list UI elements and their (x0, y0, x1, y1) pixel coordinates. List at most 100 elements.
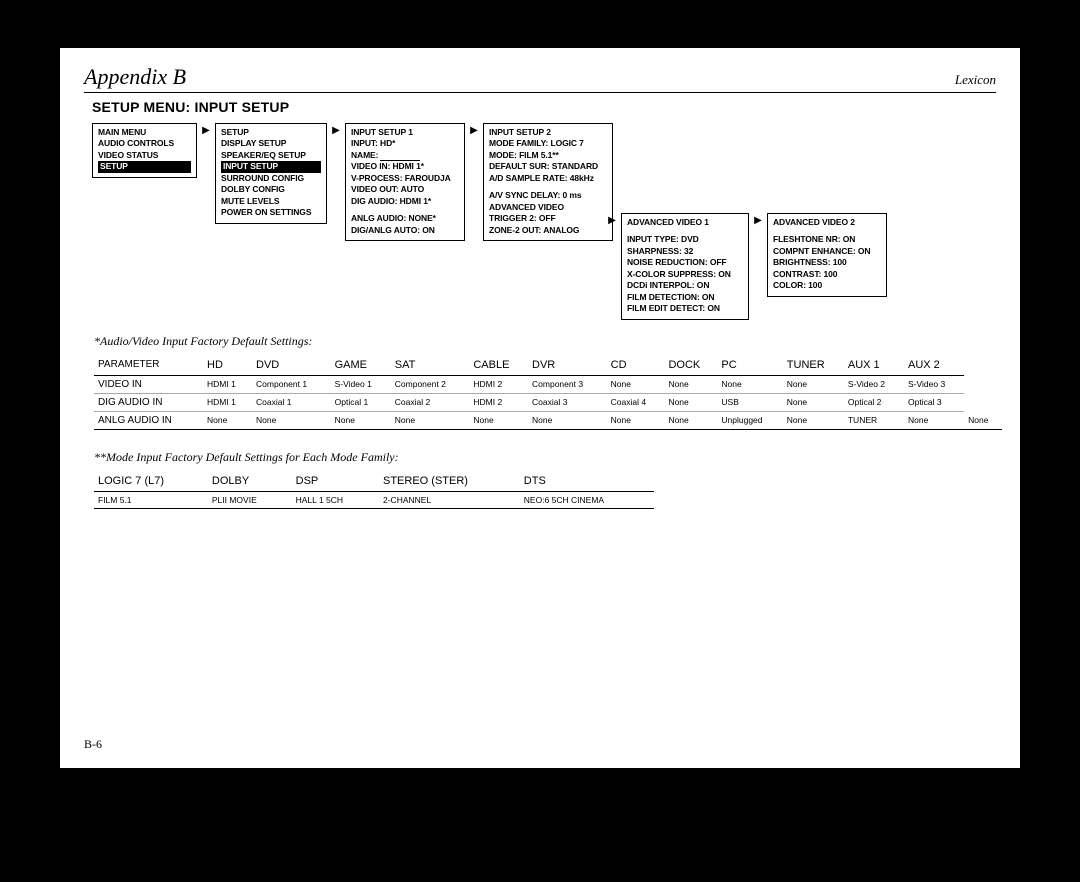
menu-item: MUTE LEVELS (221, 196, 321, 207)
menu-item: VIDEO STATUS (98, 150, 191, 161)
table-row: FILM 5.1PLII MOVIEHALL 1 5CH2-CHANNELNEO… (94, 491, 654, 508)
menu-item: ANLG AUDIO: NONE* (351, 213, 459, 224)
table-cell: None (664, 375, 717, 393)
table-cell: DIG AUDIO IN (94, 393, 203, 411)
table-cell: FILM 5.1 (94, 491, 208, 508)
menu-item: COLOR: 100 (773, 280, 881, 291)
menu-item: DIG/ANLG AUTO: ON (351, 225, 459, 236)
menu-item: CONTRAST: 100 (773, 269, 881, 280)
menu-title: INPUT SETUP 1 (351, 127, 459, 138)
menu-item: COMPNT ENHANCE: ON (773, 246, 881, 257)
menu-item: DOLBY CONFIG (221, 184, 321, 195)
table-cell: Coaxial 1 (252, 393, 331, 411)
table-header: SAT (391, 355, 470, 376)
table-cell: NEO:6 5CH CINEMA (520, 491, 654, 508)
table-cell: None (783, 375, 844, 393)
table-cell: None (607, 411, 665, 429)
table-cell: HDMI 1 (203, 393, 252, 411)
table-header: GAME (331, 355, 391, 376)
table-header: LOGIC 7 (L7) (94, 471, 208, 492)
table-header: DOLBY (208, 471, 292, 492)
table-header: DOCK (664, 355, 717, 376)
table-cell: None (203, 411, 252, 429)
table-cell: Coaxial 3 (528, 393, 607, 411)
table-cell: None (469, 411, 528, 429)
note-audio-video: *Audio/Video Input Factory Default Setti… (94, 334, 996, 349)
menu-item: FILM EDIT DETECT: ON (627, 303, 743, 314)
menu-item: SURROUND CONFIG (221, 173, 321, 184)
menu-item: FILM DETECTION: ON (627, 292, 743, 303)
table-cell: Optical 1 (331, 393, 391, 411)
menu-item: AUDIO CONTROLS (98, 138, 191, 149)
table-cell: None (783, 393, 844, 411)
table-cell: None (331, 411, 391, 429)
table-header: DVD (252, 355, 331, 376)
table-header: HD (203, 355, 252, 376)
table-cell: PLII MOVIE (208, 491, 292, 508)
table-cell: S-Video 2 (844, 375, 904, 393)
menu-title: SETUP (221, 127, 321, 138)
table-mode: LOGIC 7 (L7)DOLBYDSPSTEREO (STER)DTS FIL… (94, 471, 654, 509)
table-cell: None (964, 411, 1002, 429)
menu-item: VIDEO IN: HDMI 1* (351, 161, 459, 172)
menu-item: TRIGGER 2: OFF (489, 213, 607, 224)
menu-item: ADVANCED VIDEO (489, 202, 607, 213)
table-cell: S-Video 3 (904, 375, 964, 393)
menu-adv2: ADVANCED VIDEO 2 FLESHTONE NR: ON COMPNT… (767, 213, 887, 297)
menu-item: VIDEO OUT: AUTO (351, 184, 459, 195)
brand-label: Lexicon (955, 72, 996, 88)
table-header: PARAMETER (94, 355, 203, 376)
table-cell: Component 1 (252, 375, 331, 393)
menu-item: SHARPNESS: 32 (627, 246, 743, 257)
table-row: VIDEO INHDMI 1Component 1S-Video 1Compon… (94, 375, 1002, 393)
table-cell: HDMI 2 (469, 393, 528, 411)
menu-input2: INPUT SETUP 2 MODE FAMILY: LOGIC 7 MODE:… (483, 123, 613, 241)
menu-setup: SETUP DISPLAY SETUP SPEAKER/EQ SETUP INP… (215, 123, 327, 224)
appendix-title: Appendix B (84, 64, 186, 90)
menu-item: FLESHTONE NR: ON (773, 234, 881, 245)
menu-item: DCDi INTERPOL: ON (627, 280, 743, 291)
table-header: AUX 1 (844, 355, 904, 376)
table-cell: None (717, 375, 782, 393)
menu-title: ADVANCED VIDEO 1 (627, 217, 743, 228)
menu-item-highlight: INPUT SETUP (221, 161, 321, 172)
menu-main: MAIN MENU AUDIO CONTROLS VIDEO STATUS SE… (92, 123, 197, 178)
menu-item: BRIGHTNESS: 100 (773, 257, 881, 268)
menu-item: DISPLAY SETUP (221, 138, 321, 149)
table-header: CABLE (469, 355, 528, 376)
table-header: TUNER (783, 355, 844, 376)
table-cell: Optical 2 (844, 393, 904, 411)
table-row: DIG AUDIO INHDMI 1Coaxial 1Optical 1Coax… (94, 393, 1002, 411)
arrow-icon: ▶ (469, 123, 479, 136)
table-cell: None (607, 375, 665, 393)
arrow-icon: ▶ (753, 213, 763, 226)
menu-title: ADVANCED VIDEO 2 (773, 217, 881, 228)
table-cell: 2-CHANNEL (379, 491, 520, 508)
menu-item: DIG AUDIO: HDMI 1* (351, 196, 459, 207)
section-title: SETUP MENU: INPUT SETUP (92, 99, 996, 115)
table-header: DVR (528, 355, 607, 376)
menu-item: V-PROCESS: FAROUDJA (351, 173, 459, 184)
menu-item: INPUT: HD* (351, 138, 459, 149)
table-header: PC (717, 355, 782, 376)
table-row: ANLG AUDIO INNoneNoneNoneNoneNoneNoneNon… (94, 411, 1002, 429)
page-number: B-6 (84, 737, 102, 752)
table-cell: Coaxial 2 (391, 393, 470, 411)
menu-item-highlight: SETUP (98, 161, 191, 172)
menu-item: MODE: FILM 5.1** (489, 150, 607, 161)
table-cell: None (904, 411, 964, 429)
arrow-icon: ▶ (331, 123, 341, 136)
table-header: DSP (292, 471, 379, 492)
table-cell: None (664, 393, 717, 411)
menu-item: ZONE-2 OUT: ANALOG (489, 225, 607, 236)
table-cell: Unplugged (717, 411, 782, 429)
menu-item: MODE FAMILY: LOGIC 7 (489, 138, 607, 149)
menu-title: INPUT SETUP 2 (489, 127, 607, 138)
table-cell: Coaxial 4 (607, 393, 665, 411)
table-header: STEREO (STER) (379, 471, 520, 492)
table-cell: HDMI 2 (469, 375, 528, 393)
menu-item: DEFAULT SUR: STANDARD (489, 161, 607, 172)
table-cell: HDMI 1 (203, 375, 252, 393)
menu-item: POWER ON SETTINGS (221, 207, 321, 218)
table-defaults: PARAMETERHDDVDGAMESATCABLEDVRCDDOCKPCTUN… (94, 355, 1002, 430)
